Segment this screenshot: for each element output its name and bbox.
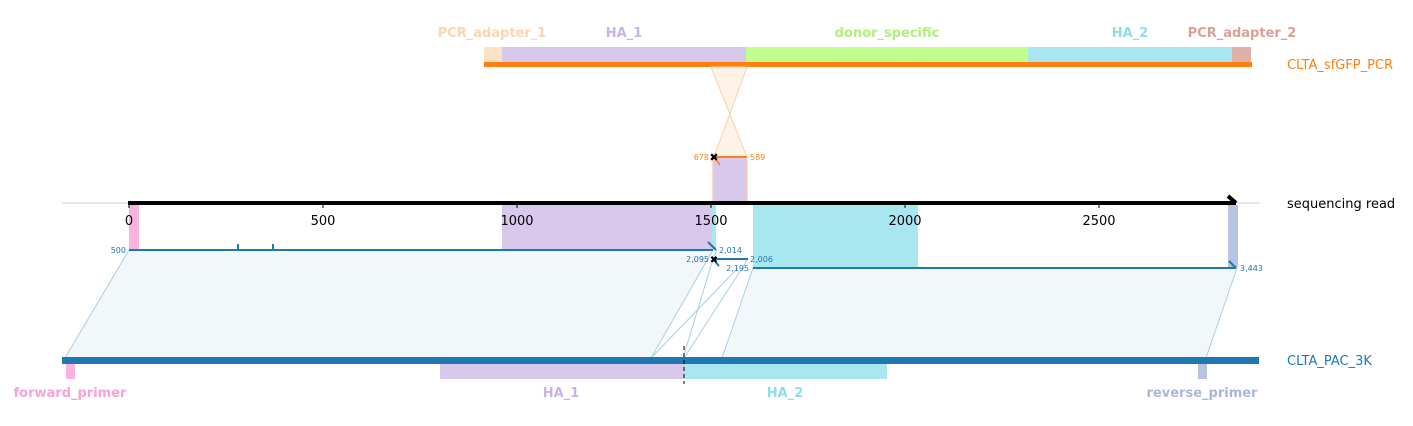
read-tick-label: 1000 — [500, 214, 533, 229]
target-forward-primer-block — [66, 364, 75, 379]
read-tick-label: 2500 — [1082, 214, 1115, 229]
junction-label-right: 589 — [750, 153, 765, 162]
pcr-product: PCR_adapter_1 HA_1 donor_specific HA_2 P… — [438, 26, 1393, 73]
alignment-label-500: 500 — [111, 246, 126, 255]
alignment-connector — [650, 267, 739, 359]
pcr-adapter-2-block — [1232, 47, 1251, 62]
target-ha2-block — [684, 364, 887, 379]
alignment-connector — [683, 258, 749, 359]
read-tick-label: 1500 — [694, 214, 727, 229]
read-ha1-segment — [713, 157, 747, 203]
alignment-label-3443: 3,443 — [1240, 264, 1263, 273]
junction-label-left: 678 — [694, 153, 709, 162]
alignment-label-2195: 2,195 — [726, 264, 749, 273]
read-tick-label: 2000 — [888, 214, 921, 229]
alignment-connector — [682, 258, 714, 359]
alignment-connector — [712, 249, 718, 260]
alignment-arrow — [707, 241, 717, 251]
target-reverse-primer-block — [1198, 364, 1207, 379]
pcr-ha1-block — [502, 47, 746, 62]
alignment-arrow — [712, 258, 720, 267]
junction-x-marker: ✖ — [709, 151, 718, 164]
read-ha2-sliver — [712, 205, 716, 249]
alignment-band-1 — [64, 249, 714, 359]
alignment-label-2014: 2,014 — [719, 246, 742, 255]
pcr-feature-label-donor: donor_specific — [835, 26, 940, 41]
read-forward-primer-block — [129, 205, 139, 249]
alignment-band-2 — [721, 267, 1238, 359]
pcr-feature-label-ha2: HA_2 — [1112, 26, 1149, 41]
read-arrowhead — [1226, 194, 1238, 205]
read-axis-ticks — [128, 203, 1100, 208]
target-feature-label-reverse-primer: reverse_primer — [1147, 386, 1259, 401]
alignment-arrow — [1228, 260, 1237, 269]
pcr-feature-label-adapter1: PCR_adapter_1 — [438, 26, 547, 41]
target-feature-label-ha2: HA_2 — [767, 386, 804, 401]
junction-arrow — [713, 156, 721, 166]
pcr-adapter-1-block — [484, 47, 502, 62]
pcr-track — [484, 62, 1252, 67]
crossing-alignment-band — [710, 66, 748, 158]
target-sequence: forward_primer HA_1 HA_2 reverse_primer … — [14, 346, 1372, 401]
pcr-feature-label-ha1: HA_1 — [606, 26, 643, 41]
target-feature-label-forward-primer: forward_primer — [14, 386, 128, 401]
alignment-label-2095: 2,095 — [686, 255, 709, 264]
read-reverse-primer-block — [1228, 205, 1238, 267]
target-ha1-block — [440, 364, 684, 379]
read-tick-label: 0 — [125, 214, 133, 229]
target-track — [62, 357, 1259, 364]
read-target-alignments: ✖ 500 2,014 2,095 2,006 2,195 3,443 — [64, 241, 1263, 359]
target-track-name: CLTA_PAC_3K — [1287, 354, 1372, 369]
alignment-x-marker: ✖ — [710, 255, 718, 266]
pcr-donor-specific-block — [746, 47, 1028, 62]
sequencing-read: 0 500 1000 1500 2000 2500 sequencing rea… — [62, 194, 1395, 267]
pcr-track-name: CLTA_sfGFP_PCR — [1287, 58, 1393, 73]
read-track-name: sequencing read — [1287, 197, 1395, 212]
pcr-read-alignment: ✖ 678 589 — [694, 66, 765, 203]
pcr-ha2-block — [1028, 47, 1232, 62]
alignment-label-2006: 2,006 — [750, 255, 773, 264]
read-ha2-block — [753, 205, 918, 267]
read-ha1-block — [502, 205, 712, 249]
read-tick-label: 500 — [311, 214, 336, 229]
target-feature-label-ha1: HA_1 — [543, 386, 580, 401]
pcr-feature-label-adapter2: PCR_adapter_2 — [1188, 26, 1297, 41]
